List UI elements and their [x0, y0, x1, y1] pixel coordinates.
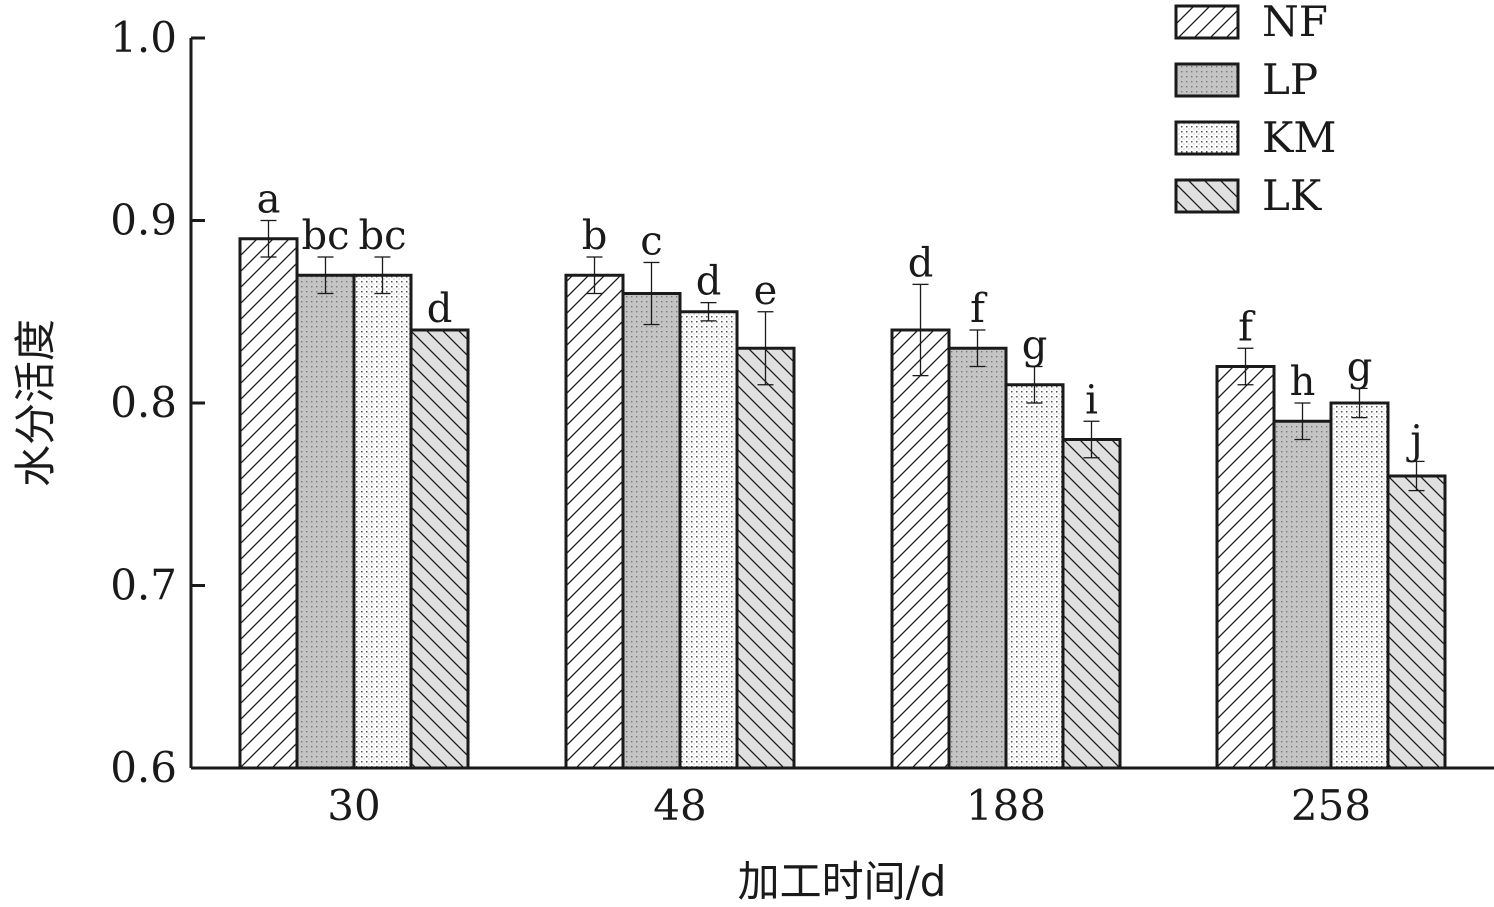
y-tick-label: 0.8 [110, 378, 177, 427]
legend-label-lk: LK [1262, 171, 1323, 220]
bar-nf-258 [1215, 365, 1276, 770]
significance-label: j [1406, 417, 1422, 463]
bar-lp-188 [947, 346, 1008, 770]
bars [238, 237, 1447, 770]
y-tick-label: 0.6 [110, 743, 177, 792]
significance-label: b [582, 213, 608, 259]
bar-lp-48 [621, 292, 682, 770]
significance-label: d [908, 240, 934, 286]
y-tick-label: 1.0 [110, 13, 177, 62]
bar-km-30 [352, 273, 413, 770]
legend: NF LP KM LK [1174, 0, 1336, 220]
x-tick-label: 30 [327, 781, 380, 830]
legend-swatch-lp [1174, 62, 1240, 98]
significance-label: g [1022, 323, 1048, 369]
bar-nf-30 [238, 237, 299, 770]
y-tick-label: 0.7 [110, 561, 177, 610]
legend-label-lp: LP [1262, 55, 1318, 104]
significance-label: a [257, 177, 281, 223]
bar-km-258 [1329, 401, 1390, 770]
bar-lp-30 [295, 273, 356, 770]
significance-label: g [1347, 344, 1373, 390]
x-ticks: 30 48 188 258 [327, 781, 1371, 830]
bar-lp-258 [1272, 419, 1333, 770]
significance-label: f [1238, 304, 1256, 350]
significance-label: f [970, 286, 988, 332]
x-axis-title: 加工时间/d [738, 857, 947, 906]
legend-swatch-lk [1174, 178, 1240, 214]
x-tick-label: 188 [966, 781, 1046, 830]
significance-label: i [1085, 377, 1098, 423]
error-bars [260, 219, 1425, 492]
y-ticks: 0.6 0.7 0.8 0.9 1.0 [110, 13, 205, 792]
bar-nf-188 [890, 328, 951, 770]
significance-label: c [640, 218, 662, 264]
significance-label: d [696, 259, 722, 305]
legend-swatch-nf [1174, 4, 1240, 40]
y-axis-title: 水分活度 [11, 319, 60, 487]
bar-nf-48 [564, 273, 625, 770]
x-tick-label: 48 [653, 781, 706, 830]
legend-label-nf: NF [1262, 0, 1328, 46]
y-tick-label: 0.9 [110, 196, 177, 245]
bar-lk-258 [1386, 474, 1447, 770]
bar-km-188 [1004, 383, 1065, 770]
x-tick-label: 258 [1291, 781, 1371, 830]
significance-label: e [754, 268, 778, 314]
significance-label: d [427, 286, 453, 332]
legend-swatch-km [1174, 120, 1240, 156]
significance-label: h [1290, 359, 1316, 405]
bar-lk-188 [1061, 438, 1122, 770]
bar-km-48 [678, 310, 739, 770]
significance-label: bc [358, 213, 406, 259]
legend-label-km: KM [1262, 113, 1336, 162]
significance-label: bc [301, 213, 349, 259]
bar-lk-48 [735, 346, 796, 770]
bar-lk-30 [409, 328, 470, 770]
